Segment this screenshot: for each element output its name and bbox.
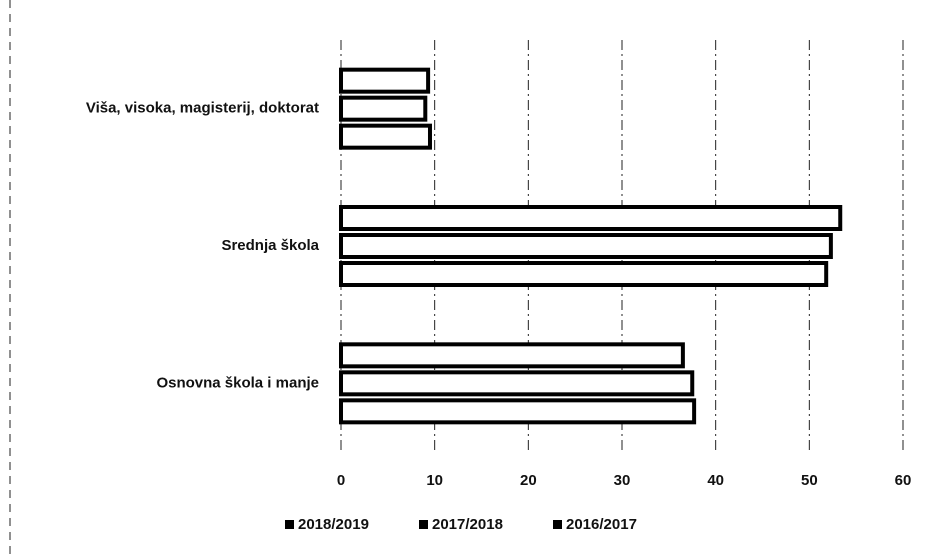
x-tick-label: 40 <box>707 472 724 489</box>
legend-label: 2018/2019 <box>298 516 369 533</box>
x-tick-label: 30 <box>614 472 631 489</box>
y-tick-label: Viša, visoka, magisterij, doktorat <box>86 100 319 117</box>
legend-label: 2016/2017 <box>566 516 637 533</box>
x-tick-label: 50 <box>801 472 818 489</box>
x-tick-label: 10 <box>426 472 443 489</box>
bar <box>339 205 843 231</box>
legend-marker <box>553 520 562 529</box>
legend-label: 2017/2018 <box>432 516 503 533</box>
bar <box>339 342 685 369</box>
x-tick-label: 20 <box>520 472 537 489</box>
y-tick-label: Srednja škola <box>221 237 319 254</box>
x-tick-label: 60 <box>895 472 912 489</box>
legend-marker <box>419 520 428 529</box>
y-tick-label: Osnovna škola i manje <box>156 374 319 391</box>
bar <box>339 261 829 287</box>
legend-marker <box>285 520 294 529</box>
bar <box>339 370 695 397</box>
bar <box>339 123 432 150</box>
bar <box>339 398 697 425</box>
x-tick-label: 0 <box>337 472 345 489</box>
bar <box>339 67 431 94</box>
bar <box>339 233 833 259</box>
bar <box>339 95 428 122</box>
